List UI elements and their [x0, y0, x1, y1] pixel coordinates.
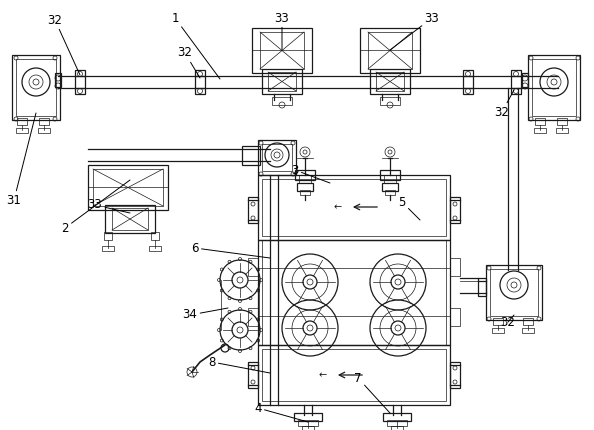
Bar [248, 362, 258, 388]
Bar [248, 258, 258, 276]
Bar [463, 70, 473, 94]
Bar [387, 420, 407, 426]
Bar [16, 59, 56, 116]
Bar [105, 205, 155, 233]
Bar [382, 183, 398, 191]
Text: 4: 4 [254, 402, 308, 422]
Text: 6: 6 [191, 242, 270, 258]
Bar [450, 258, 460, 276]
Bar [391, 426, 403, 430]
Bar [298, 420, 318, 426]
Text: ←: ← [334, 202, 342, 212]
Bar [376, 72, 404, 91]
Text: 2: 2 [61, 180, 130, 234]
Bar [295, 170, 315, 180]
Bar [478, 278, 486, 296]
Bar [450, 197, 460, 223]
Bar [75, 70, 85, 94]
Bar [262, 349, 446, 401]
Text: 33: 33 [390, 12, 440, 50]
Bar [195, 70, 205, 94]
Text: 32: 32 [178, 46, 200, 78]
Bar [294, 413, 322, 421]
Text: 32: 32 [48, 13, 80, 75]
Bar [528, 55, 580, 120]
Bar [262, 179, 446, 236]
Bar [384, 175, 396, 183]
Bar [88, 165, 168, 210]
Bar [102, 246, 114, 251]
Bar [360, 28, 420, 73]
Bar [299, 175, 311, 183]
Bar [511, 70, 521, 94]
Bar [370, 69, 410, 94]
Bar [17, 118, 27, 125]
Bar [16, 128, 28, 133]
Bar [523, 318, 533, 325]
Bar [534, 128, 546, 133]
Bar [368, 32, 412, 69]
Bar [260, 32, 304, 69]
Bar [258, 140, 296, 175]
Text: 3: 3 [291, 163, 330, 183]
Bar [93, 169, 163, 206]
Bar [262, 69, 302, 94]
Bar [492, 328, 504, 333]
Bar [151, 232, 159, 240]
Bar [149, 246, 161, 251]
Text: 34: 34 [182, 308, 228, 322]
Bar [258, 240, 450, 345]
Bar [242, 146, 260, 165]
Bar [12, 55, 60, 120]
Bar [493, 318, 503, 325]
Bar [557, 118, 567, 125]
Bar [486, 265, 542, 320]
Bar [522, 73, 528, 87]
Bar [272, 97, 292, 105]
Bar [490, 269, 538, 316]
Bar [258, 345, 450, 405]
Bar [262, 144, 292, 171]
Bar [532, 59, 576, 116]
Bar [385, 190, 395, 195]
Text: 33: 33 [88, 199, 130, 213]
Bar [300, 190, 310, 195]
Text: 31: 31 [7, 113, 36, 206]
Bar [38, 128, 50, 133]
Bar [535, 118, 545, 125]
Bar [248, 308, 258, 326]
Bar [258, 175, 450, 240]
Bar [252, 28, 312, 73]
Bar [450, 362, 460, 388]
Text: 32: 32 [501, 315, 516, 329]
Bar [380, 97, 400, 105]
Text: ←: ← [319, 370, 327, 380]
Bar [522, 328, 534, 333]
Bar [297, 183, 313, 191]
Bar [55, 73, 61, 87]
Bar [450, 308, 460, 326]
Bar [302, 426, 314, 430]
Bar [268, 72, 296, 91]
Bar [380, 170, 400, 180]
Bar [556, 128, 568, 133]
Bar [112, 208, 148, 230]
Text: 8: 8 [208, 356, 270, 373]
Bar [248, 197, 258, 223]
Bar [104, 232, 112, 240]
Bar [383, 413, 411, 421]
Text: 5: 5 [399, 196, 420, 220]
Text: 7: 7 [354, 372, 390, 413]
Text: 32: 32 [495, 90, 514, 119]
Text: 1: 1 [171, 12, 220, 79]
Text: 33: 33 [274, 12, 289, 50]
Bar [39, 118, 49, 125]
